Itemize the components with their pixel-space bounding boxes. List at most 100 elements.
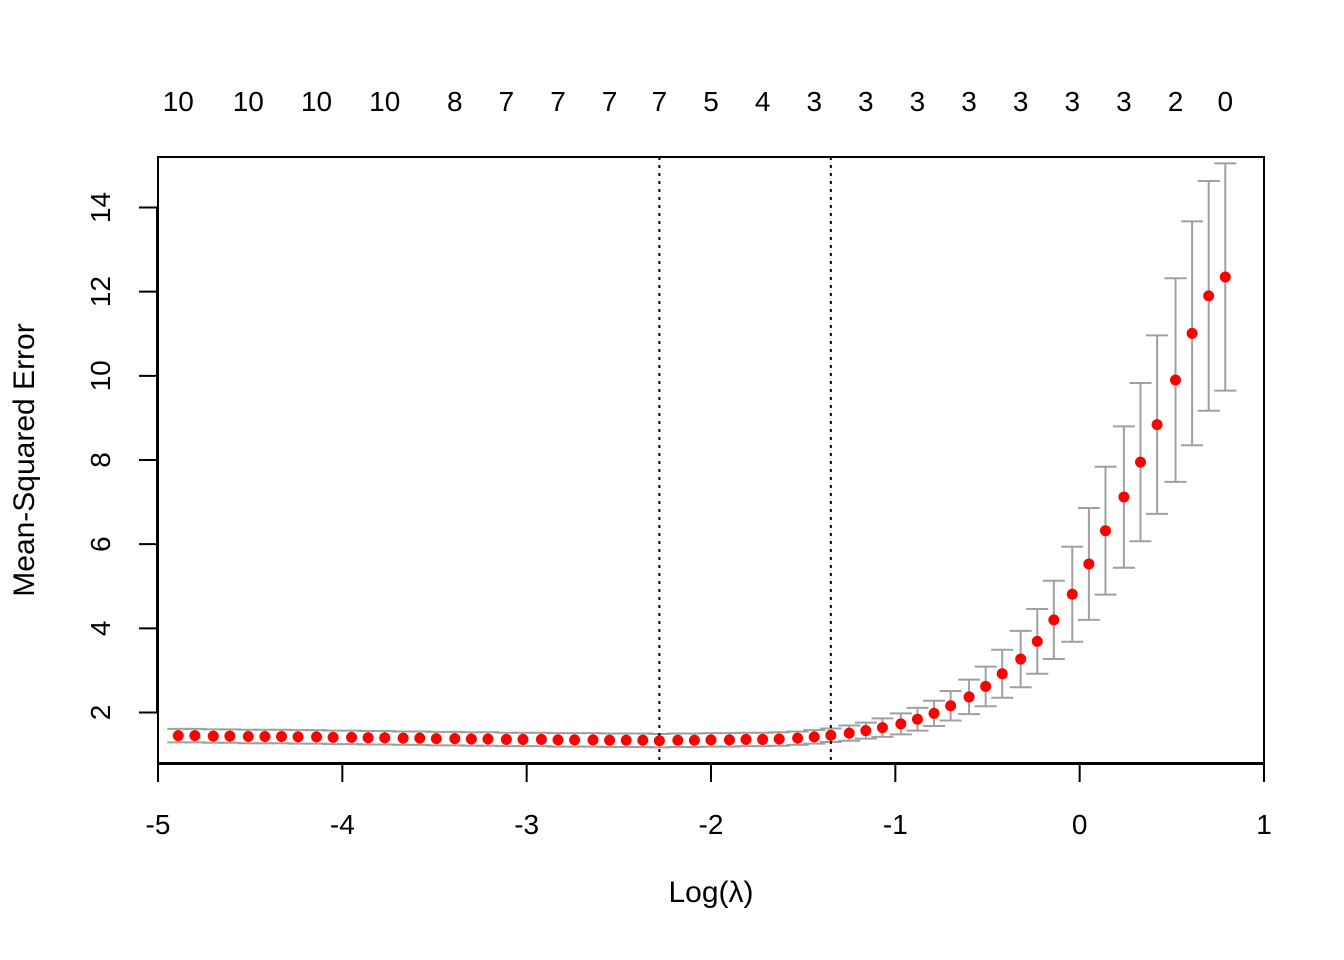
top-count-label: 7 <box>602 86 618 117</box>
data-point <box>740 733 752 745</box>
data-point <box>224 730 236 742</box>
data-point <box>311 731 323 743</box>
data-point <box>1134 456 1146 468</box>
x-tick-label: -1 <box>883 809 908 840</box>
data-point <box>189 730 201 742</box>
x-tick-label: 0 <box>1072 809 1088 840</box>
data-point <box>1186 327 1198 339</box>
top-count-label: 10 <box>301 86 332 117</box>
lambda-reference-lines <box>658 157 832 763</box>
data-point <box>637 734 649 746</box>
data-point <box>876 722 888 734</box>
top-count-label: 5 <box>703 86 719 117</box>
top-count-label: 3 <box>910 86 926 117</box>
top-count-label: 7 <box>652 86 668 117</box>
data-point <box>397 732 409 744</box>
y-tick-label: 10 <box>85 360 116 391</box>
data-points <box>172 271 1231 747</box>
y-axis: 2 4 6 8 10 12 14 <box>85 192 158 721</box>
data-point <box>569 734 581 746</box>
top-count-label: 10 <box>369 86 400 117</box>
data-point <box>808 731 820 743</box>
y-tick-label: 14 <box>85 192 116 223</box>
data-point <box>688 734 700 746</box>
top-count-label: 10 <box>233 86 264 117</box>
data-point <box>723 734 735 746</box>
data-point <box>1048 614 1060 626</box>
x-tick-label: -5 <box>146 809 171 840</box>
data-point <box>517 733 529 745</box>
top-count-label: 3 <box>1116 86 1132 117</box>
data-point <box>653 735 665 747</box>
y-tick-label: 2 <box>85 705 116 721</box>
data-point <box>843 727 855 739</box>
top-count-label: 3 <box>1065 86 1081 117</box>
data-point <box>1118 491 1130 503</box>
data-point <box>945 700 957 712</box>
data-point <box>172 730 184 742</box>
top-count-label: 7 <box>550 86 566 117</box>
data-point <box>449 733 461 745</box>
data-point <box>362 732 374 744</box>
top-count-label: 3 <box>961 86 977 117</box>
data-point <box>1066 588 1078 600</box>
data-point <box>860 725 872 737</box>
data-point <box>552 734 564 746</box>
y-axis-title: Mean-Squared Error <box>8 323 41 596</box>
data-point <box>276 730 288 742</box>
data-point <box>911 713 923 725</box>
data-point <box>1170 374 1182 386</box>
data-point <box>465 733 477 745</box>
top-count-label: 3 <box>1013 86 1029 117</box>
y-tick-label: 4 <box>85 621 116 637</box>
x-tick-label: 1 <box>1256 809 1272 840</box>
y-tick-label: 12 <box>85 276 116 307</box>
data-point <box>292 731 304 743</box>
x-tick-label: -3 <box>514 809 539 840</box>
y-tick-label: 6 <box>85 536 116 552</box>
top-count-label: 4 <box>755 86 771 117</box>
data-point <box>535 733 547 745</box>
data-point <box>1151 419 1163 431</box>
plot-frame <box>157 156 1265 764</box>
data-point <box>963 691 975 703</box>
data-point <box>1219 271 1231 283</box>
data-point <box>980 680 992 692</box>
data-point <box>430 733 442 745</box>
top-count-label: 7 <box>499 86 515 117</box>
top-axis-nonzero-counts: 10 10 10 10 8 7 7 7 7 5 4 3 3 3 3 3 3 3 2 0 <box>163 86 1233 117</box>
data-point <box>672 734 684 746</box>
error-bars <box>167 162 1237 749</box>
data-point <box>604 734 616 746</box>
top-count-label: 3 <box>858 86 874 117</box>
data-point <box>207 730 219 742</box>
data-point <box>757 733 769 745</box>
y-tick-label: 8 <box>85 452 116 468</box>
data-point <box>587 734 599 746</box>
data-point <box>792 732 804 744</box>
data-point <box>1203 290 1215 302</box>
data-point <box>379 732 391 744</box>
x-axis-title: Log(λ) <box>668 876 753 909</box>
top-count-label: 0 <box>1218 86 1234 117</box>
data-point <box>825 729 837 741</box>
data-point <box>500 733 512 745</box>
top-count-label: 3 <box>806 86 822 117</box>
data-point <box>414 732 426 744</box>
data-point <box>482 733 494 745</box>
data-point <box>705 734 717 746</box>
data-point <box>1083 558 1095 570</box>
data-point <box>242 730 254 742</box>
x-tick-label: -2 <box>699 809 724 840</box>
top-count-label: 2 <box>1168 86 1184 117</box>
top-count-label: 8 <box>447 86 463 117</box>
x-axis: -5 -4 -3 -2 -1 0 1 <box>146 763 1272 840</box>
data-point <box>259 730 271 742</box>
data-point <box>327 731 339 743</box>
data-point <box>895 718 907 730</box>
data-point <box>1099 525 1111 537</box>
data-point <box>1015 653 1027 665</box>
data-point <box>996 668 1008 680</box>
data-point <box>1031 635 1043 647</box>
